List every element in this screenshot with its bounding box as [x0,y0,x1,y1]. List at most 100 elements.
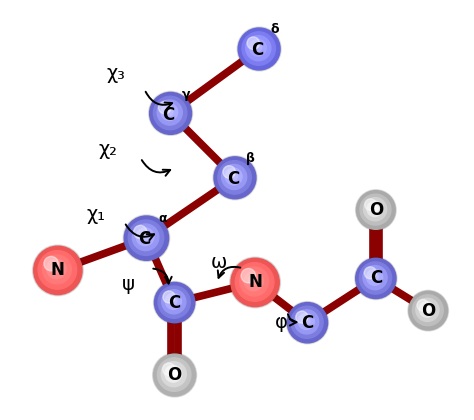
Circle shape [237,27,281,71]
Text: O: O [167,366,182,384]
Circle shape [225,168,242,185]
Circle shape [136,228,154,246]
Circle shape [286,302,328,344]
Circle shape [44,256,58,271]
Circle shape [218,160,251,194]
Circle shape [366,269,383,285]
Text: χ₁: χ₁ [87,205,106,223]
Text: O: O [421,302,435,320]
Circle shape [51,264,61,273]
Circle shape [165,293,182,310]
Circle shape [153,353,197,397]
Circle shape [287,302,328,343]
Circle shape [154,281,196,324]
Circle shape [417,299,428,311]
Circle shape [165,365,182,382]
Circle shape [33,245,83,296]
Circle shape [158,101,171,114]
Circle shape [412,295,443,326]
Circle shape [242,32,275,66]
Circle shape [38,251,77,289]
Circle shape [47,259,66,278]
Circle shape [165,108,173,116]
Circle shape [161,104,178,121]
Circle shape [134,226,147,239]
Circle shape [247,37,260,50]
Circle shape [128,220,164,255]
Circle shape [364,267,376,279]
Circle shape [370,273,378,281]
Circle shape [371,205,378,213]
Circle shape [356,190,396,230]
Text: β: β [246,152,255,165]
Circle shape [241,268,255,283]
Text: O: O [369,201,383,219]
Circle shape [230,257,281,308]
Circle shape [240,267,269,296]
Text: C: C [168,294,181,312]
Circle shape [161,362,186,387]
Text: C: C [138,231,151,248]
Circle shape [408,290,448,331]
Circle shape [155,283,195,323]
Circle shape [132,224,159,251]
Circle shape [294,310,319,334]
Circle shape [154,96,187,130]
Circle shape [416,298,439,321]
Text: N: N [51,261,65,279]
Circle shape [229,172,237,180]
Text: δ: δ [271,24,279,37]
Circle shape [223,165,236,178]
Circle shape [244,271,264,291]
Circle shape [298,313,314,330]
Text: ψ: ψ [122,275,135,294]
Circle shape [248,276,258,285]
Text: χ₂: χ₂ [99,140,118,159]
Circle shape [296,311,308,323]
Circle shape [409,291,447,330]
Circle shape [363,265,387,290]
Circle shape [162,290,186,314]
Circle shape [169,297,177,305]
Circle shape [249,39,266,56]
Circle shape [157,358,191,391]
Circle shape [360,194,391,225]
Circle shape [238,28,280,70]
Circle shape [355,257,397,299]
Circle shape [253,43,262,52]
Circle shape [124,216,169,260]
Circle shape [235,262,274,301]
Circle shape [231,258,279,307]
Text: C: C [301,314,314,332]
Circle shape [169,369,177,378]
Circle shape [154,354,196,396]
Text: α: α [159,212,167,225]
Text: φ: φ [275,313,288,332]
Text: ω: ω [211,253,227,272]
Circle shape [34,246,82,294]
Circle shape [213,156,257,200]
Circle shape [158,286,190,318]
Circle shape [246,36,271,61]
Circle shape [367,201,383,217]
Text: C: C [251,41,263,59]
Circle shape [291,306,323,339]
Circle shape [43,255,72,284]
Circle shape [365,199,376,210]
Text: γ: γ [182,88,191,101]
Circle shape [214,157,256,199]
Text: N: N [248,273,262,291]
Text: C: C [370,269,382,287]
Circle shape [163,363,175,375]
Circle shape [221,164,246,189]
Circle shape [150,92,191,134]
Circle shape [423,305,430,313]
Circle shape [149,92,192,135]
Text: C: C [227,170,239,188]
Circle shape [364,198,387,221]
Text: C: C [163,105,175,123]
Text: χ₃: χ₃ [107,64,126,83]
Circle shape [123,215,170,261]
Circle shape [163,291,175,303]
Circle shape [157,100,182,125]
